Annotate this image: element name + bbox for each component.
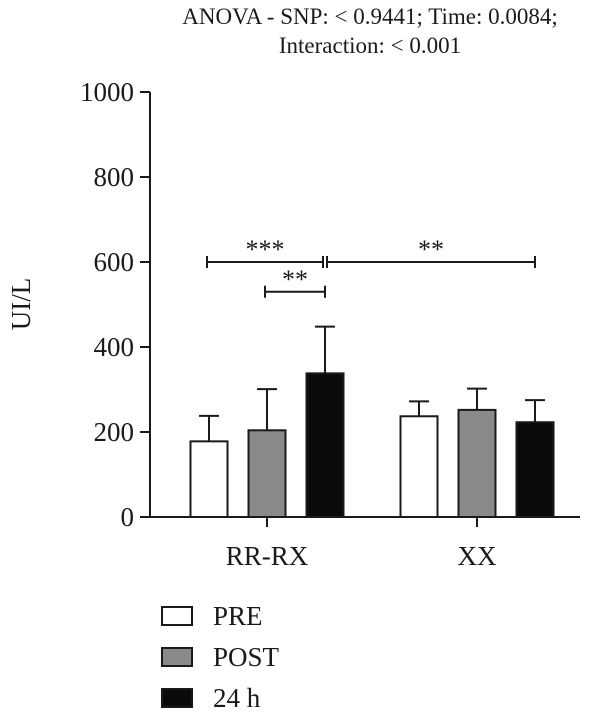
legend-swatch bbox=[161, 688, 193, 708]
error-bars bbox=[199, 325, 545, 442]
y-tick-label: 200 bbox=[94, 417, 135, 447]
bar bbox=[305, 372, 345, 518]
legend-label: POST bbox=[213, 642, 280, 672]
significance-label: *** bbox=[246, 235, 285, 264]
bar bbox=[515, 421, 555, 519]
significance-annotations: ******* bbox=[206, 235, 536, 298]
y-axis-label: UI/L bbox=[6, 278, 36, 330]
bars bbox=[189, 372, 555, 519]
bar bbox=[399, 415, 439, 518]
legend-swatch bbox=[161, 606, 193, 626]
significance-label: ** bbox=[282, 265, 308, 294]
legend-swatch bbox=[161, 647, 193, 667]
significance-label: ** bbox=[418, 235, 444, 264]
chart-title: ANOVA - SNP: < 0.9441; Time: 0.0084; bbox=[182, 4, 558, 29]
legend-label: 24 h bbox=[213, 683, 261, 713]
legend: PRE POST 24 h bbox=[161, 601, 280, 713]
y-tick-label: 400 bbox=[94, 332, 135, 362]
y-tick-label: 1000 bbox=[80, 77, 134, 107]
x-tick-label: RR-RX bbox=[226, 541, 309, 571]
bar bbox=[189, 440, 229, 519]
x-tick-label: XX bbox=[458, 541, 497, 571]
y-tick-label: 600 bbox=[94, 247, 135, 277]
bar bbox=[457, 408, 497, 518]
x-axis: RR-RX XX bbox=[150, 516, 580, 571]
chart-subtitle: Interaction: < 0.001 bbox=[279, 33, 461, 58]
y-tick-label: 800 bbox=[94, 162, 135, 192]
y-axis: 0 200 400 600 800 1000 bbox=[80, 77, 151, 532]
bar bbox=[247, 429, 287, 518]
y-tick-label: 0 bbox=[121, 502, 135, 532]
legend-label: PRE bbox=[213, 601, 263, 631]
